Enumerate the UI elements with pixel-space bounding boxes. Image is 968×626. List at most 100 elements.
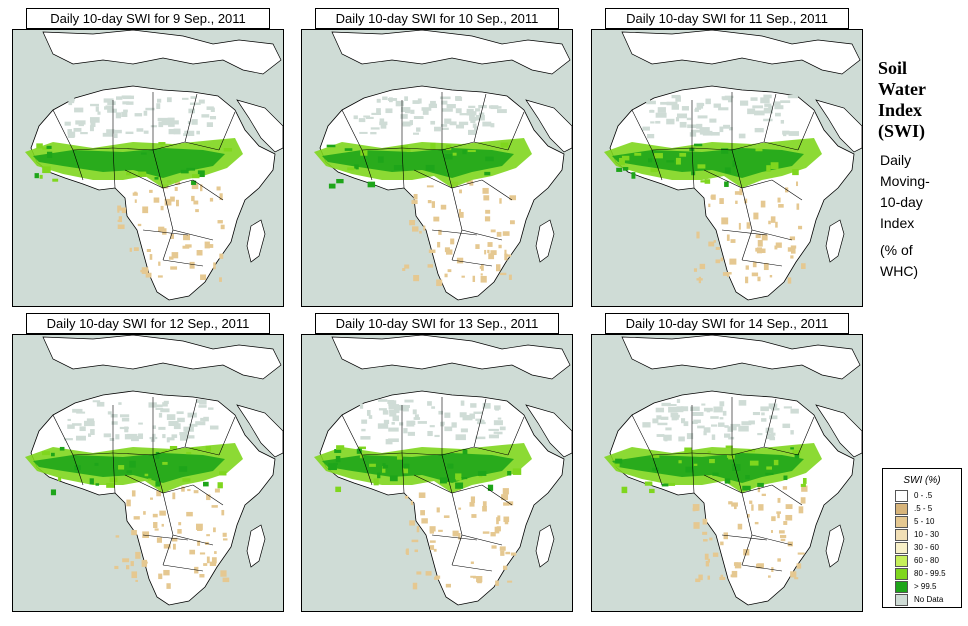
nodata-patch (790, 408, 799, 414)
dry-soil-patch (420, 510, 425, 516)
nodata-patch (67, 418, 71, 421)
nodata-patch (660, 416, 669, 420)
dry-soil-patch (771, 516, 776, 522)
nodata-patch (703, 431, 707, 436)
nodata-patch (713, 103, 721, 108)
africa-map (592, 30, 862, 306)
country-border (797, 416, 815, 456)
dry-soil-patch (745, 276, 749, 284)
country-border (52, 414, 74, 456)
wet-soil-patch (652, 467, 659, 471)
wet-soil-patch (650, 168, 659, 173)
nodata-patch (752, 105, 763, 109)
dry-soil-patch (768, 220, 771, 225)
dry-soil-patch (193, 490, 199, 494)
wet-soil-patch (58, 476, 62, 482)
dry-soil-patch (785, 504, 793, 510)
country-border (142, 229, 189, 236)
dry-soil-patch (117, 210, 120, 213)
nodata-patch (499, 426, 506, 431)
nodata-patch (410, 109, 415, 114)
nodata-patch (718, 422, 725, 427)
wet-soil-patch (356, 448, 362, 454)
dry-soil-patch (505, 551, 511, 555)
nodata-patch (75, 120, 86, 125)
dry-soil-patch (787, 277, 792, 284)
nodata-patch (769, 415, 778, 420)
wet-soil-patch (666, 160, 675, 163)
dry-soil-patch (445, 583, 451, 588)
legend-item: 0 - .5 (895, 489, 961, 502)
dry-soil-patch (503, 490, 507, 493)
wet-soil-patch (328, 463, 337, 471)
dry-soil-patch (705, 560, 710, 567)
country-border (741, 564, 783, 572)
dry-soil-patch (502, 565, 508, 570)
nodata-patch (692, 412, 704, 416)
wet-soil-patch (59, 446, 65, 451)
nodata-patch (652, 418, 659, 424)
wet-soil-patch (389, 475, 398, 482)
dry-soil-patch (504, 249, 507, 255)
wet-soil-patch (634, 152, 642, 156)
nodata-patch (173, 423, 181, 430)
wet-soil-patch (622, 167, 629, 171)
wet-soil-patch (144, 473, 149, 477)
nodata-patch (122, 101, 130, 105)
dry-soil-patch (427, 264, 433, 268)
nodata-patch (475, 108, 481, 112)
nodata-patch (675, 117, 680, 122)
country-border (162, 259, 204, 267)
dry-soil-patch (209, 561, 217, 567)
nodata-patch (378, 399, 388, 402)
dry-soil-patch (209, 197, 214, 202)
dry-soil-patch (171, 252, 179, 259)
nodata-patch (378, 408, 387, 411)
nodata-patch (185, 435, 191, 439)
dry-soil-patch (787, 247, 794, 252)
dry-soil-patch (752, 261, 757, 268)
dry-soil-patch (755, 234, 761, 239)
africa-map (13, 335, 283, 611)
nodata-patch (353, 115, 358, 120)
dry-soil-patch (433, 576, 440, 580)
dry-soil-patch (436, 507, 440, 513)
legend-item: > 99.5 (895, 580, 961, 593)
country-border (473, 446, 509, 456)
dry-soil-patch (145, 272, 152, 278)
country-border (651, 147, 693, 151)
wet-soil-patch (160, 145, 164, 149)
nodata-patch (413, 132, 419, 135)
wet-soil-patch (755, 148, 763, 152)
nodata-patch (655, 112, 667, 118)
dry-soil-patch (443, 515, 450, 518)
dry-soil-patch (170, 266, 178, 270)
nodata-patch (782, 130, 790, 135)
europe-landmass (331, 335, 571, 380)
wet-soil-patch (477, 471, 487, 476)
wet-soil-patch (95, 483, 100, 486)
nodata-patch (208, 407, 214, 410)
nodata-patch (670, 412, 679, 418)
dry-soil-patch (761, 493, 766, 497)
nodata-patch (713, 406, 723, 413)
dry-soil-patch (117, 219, 122, 222)
country-border (771, 179, 803, 201)
nodata-patch (417, 98, 422, 104)
nodata-patch (478, 112, 485, 116)
dry-soil-patch (490, 250, 497, 256)
nodata-patch (766, 433, 774, 440)
dry-soil-patch (737, 523, 743, 530)
dry-soil-patch (507, 580, 513, 583)
nodata-patch (455, 108, 462, 114)
nodata-patch (694, 108, 699, 112)
country-border (763, 141, 799, 151)
dry-soil-patch (433, 216, 440, 222)
wet-soil-patch (129, 460, 136, 468)
nodata-patch (468, 105, 476, 109)
nodata-patch (724, 425, 729, 428)
nodata-patch (90, 103, 99, 107)
nodata-patch (360, 436, 371, 440)
wet-soil-patch (373, 478, 379, 486)
africa-map (302, 30, 572, 306)
